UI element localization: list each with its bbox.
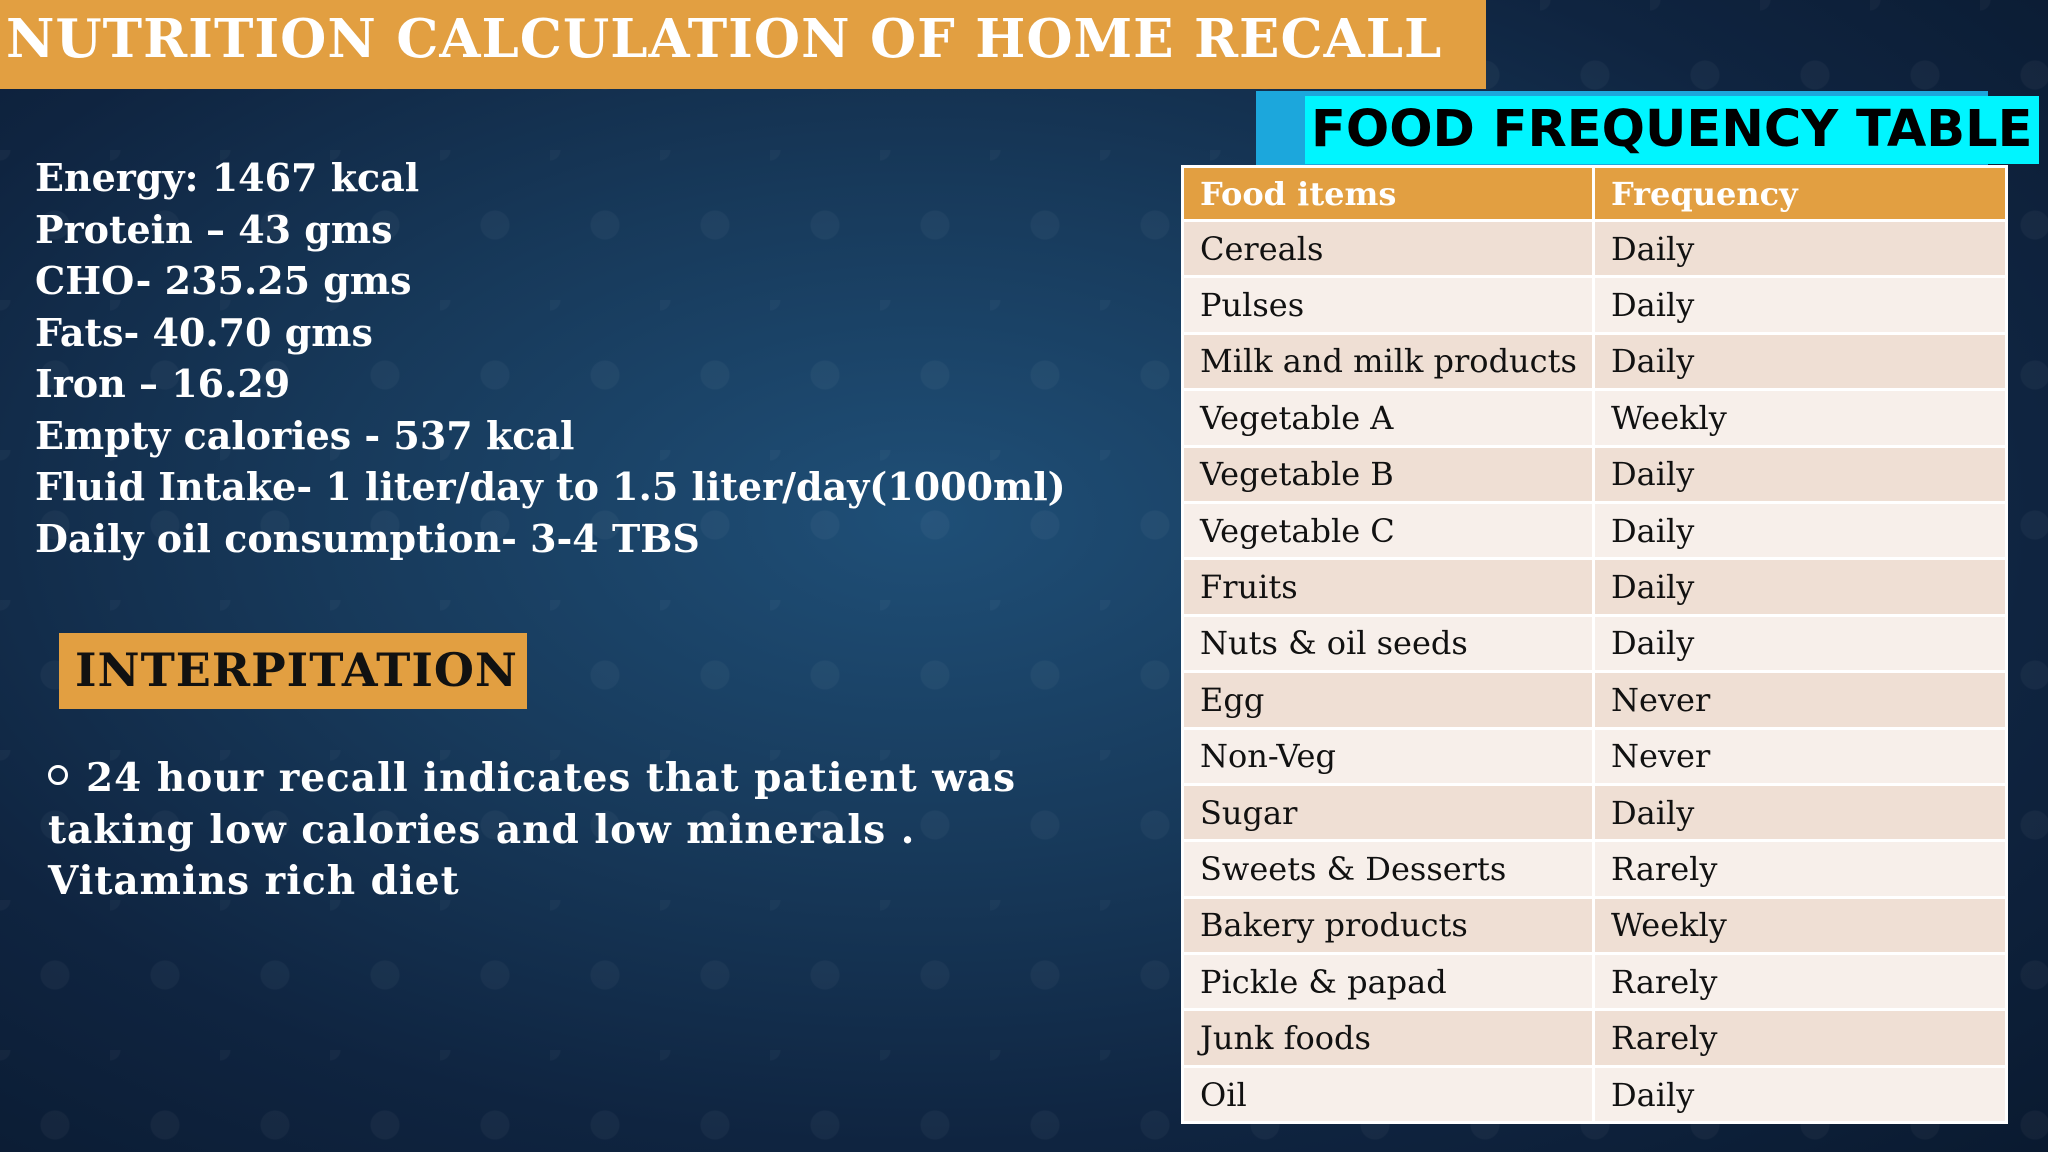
table-row: Vegetable A Weekly xyxy=(1181,388,2008,448)
food-item-cell: Vegetable A xyxy=(1181,388,1595,448)
table-row: Egg Never xyxy=(1181,670,2008,730)
table-row: Junk foods Rarely xyxy=(1181,1008,2008,1068)
food-item-cell: Junk foods xyxy=(1181,1008,1595,1068)
iron-stat: Iron – 16.29 xyxy=(35,361,291,406)
frequency-cell: Never xyxy=(1592,726,2008,786)
table-row: Bakery products Weekly xyxy=(1181,895,2008,956)
frequency-cell: Daily xyxy=(1592,613,2008,674)
table-row: Cereals Daily xyxy=(1181,218,2008,279)
table-row: Vegetable C Daily xyxy=(1181,500,2008,561)
frequency-cell: Daily xyxy=(1592,444,2008,504)
frequency-cell: Never xyxy=(1592,670,2008,730)
table-title-banner: FOOD FREQUENCY TABLE xyxy=(1256,91,2039,166)
food-item-cell: Pulses xyxy=(1181,275,1595,335)
column-header-food-items: Food items xyxy=(1181,165,1595,222)
fluid-intake-stat: Fluid Intake- 1 liter/day to 1.5 liter/d… xyxy=(35,464,1066,509)
frequency-cell: Daily xyxy=(1592,275,2008,335)
food-frequency-table: Food items Frequency Cereals Daily Pulses… xyxy=(1181,165,2008,1125)
table-row: Non-Veg Never xyxy=(1181,726,2008,786)
table-title: FOOD FREQUENCY TABLE xyxy=(1305,96,2039,164)
food-item-cell: Bakery products xyxy=(1181,895,1595,956)
food-item-cell: Oil xyxy=(1181,1064,1595,1125)
table-row: Sugar Daily xyxy=(1181,782,2008,843)
food-item-cell: Vegetable C xyxy=(1181,500,1595,561)
food-item-cell: Egg xyxy=(1181,670,1595,730)
frequency-cell: Daily xyxy=(1592,331,2008,392)
empty-calories-stat: Empty calories - 537 kcal xyxy=(35,412,575,458)
interpretation-text: 24 hour recall indicates that patient wa… xyxy=(48,755,1017,904)
table-row: Sweets & Desserts Rarely xyxy=(1181,839,2008,899)
frequency-cell: Weekly xyxy=(1592,388,2008,448)
food-item-cell: Nuts & oil seeds xyxy=(1181,613,1595,674)
table-row: Milk and milk products Daily xyxy=(1181,331,2008,392)
table-row: Pulses Daily xyxy=(1181,275,2008,335)
energy-stat: Energy: 1467 kcal xyxy=(35,155,420,200)
table-row: Pickle & papad Rarely xyxy=(1181,952,2008,1012)
food-item-cell: Pickle & papad xyxy=(1181,952,1595,1012)
protein-stat: Protein – 43 gms xyxy=(35,206,393,252)
bullet-icon xyxy=(48,765,68,785)
table-row: Vegetable B Daily xyxy=(1181,444,2008,504)
fats-stat: Fats- 40.70 gms xyxy=(35,309,373,355)
frequency-cell: Rarely xyxy=(1592,839,2008,899)
oil-consumption-stat: Daily oil consumption- 3-4 TBS xyxy=(35,515,700,561)
interpretation-paragraph: 24 hour recall indicates that patient wa… xyxy=(48,753,1108,908)
table-header-row: Food items Frequency xyxy=(1181,165,2008,222)
food-item-cell: Sweets & Desserts xyxy=(1181,839,1595,899)
frequency-cell: Daily xyxy=(1592,557,2008,617)
table-row: Oil Daily xyxy=(1181,1064,2008,1125)
food-item-cell: Sugar xyxy=(1181,782,1595,843)
table-row: Fruits Daily xyxy=(1181,557,2008,617)
food-item-cell: Vegetable B xyxy=(1181,444,1595,504)
column-header-frequency: Frequency xyxy=(1592,165,2008,222)
frequency-cell: Rarely xyxy=(1592,1008,2008,1068)
food-item-cell: Cereals xyxy=(1181,218,1595,279)
frequency-cell: Weekly xyxy=(1592,895,2008,956)
food-item-cell: Milk and milk products xyxy=(1181,331,1595,392)
food-item-cell: Non-Veg xyxy=(1181,726,1595,786)
frequency-cell: Daily xyxy=(1592,1064,2008,1125)
table-row: Nuts & oil seeds Daily xyxy=(1181,613,2008,674)
nutrition-summary-list: Energy: 1467 kcal Protein – 43 gms CHO- … xyxy=(35,152,1066,564)
cho-stat: CHO- 235.25 gms xyxy=(35,258,412,303)
frequency-cell: Daily xyxy=(1592,782,2008,843)
frequency-cell: Daily xyxy=(1592,500,2008,561)
frequency-cell: Rarely xyxy=(1592,952,2008,1012)
frequency-cell: Daily xyxy=(1592,218,2008,279)
interpretation-heading: INTERPITATION xyxy=(59,633,527,709)
slide-title: NUTRITION CALCULATION OF HOME RECALL xyxy=(0,0,1486,89)
food-item-cell: Fruits xyxy=(1181,557,1595,617)
